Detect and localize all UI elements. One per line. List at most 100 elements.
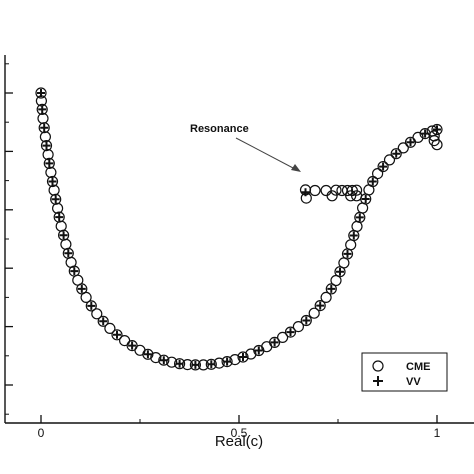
legend: CME VV (361, 352, 448, 392)
vv-point-20 (207, 360, 216, 369)
vv-point-9 (64, 249, 73, 258)
cme-point-33 (150, 352, 162, 364)
cme-point-5 (39, 131, 52, 143)
cme-point-71 (383, 154, 396, 166)
vv-point-5 (48, 177, 57, 186)
vv-point-11 (77, 284, 86, 293)
cme-point-35 (166, 356, 178, 368)
vv-point-6 (51, 195, 60, 204)
cme-point-13 (51, 202, 64, 214)
cme-point-25 (91, 308, 103, 320)
cme-point-4 (38, 122, 50, 134)
vv-point-8 (59, 231, 68, 240)
vv-point-38 (421, 129, 430, 138)
cme-point-34 (158, 354, 170, 366)
annotation-label: Resonance (190, 123, 249, 135)
cme-point-68 (367, 175, 379, 188)
vv-point-40 (301, 188, 310, 197)
annotation: Resonance (190, 123, 301, 172)
cme-point-42 (221, 356, 233, 368)
y-ticks (5, 63, 13, 415)
x-tick-label-0: 0 (38, 426, 45, 440)
legend-label-vv: VV (406, 376, 421, 388)
vv-point-35 (379, 162, 388, 171)
cme-point-50 (284, 326, 297, 338)
vv-point-25 (286, 328, 295, 337)
vv-point-28 (327, 284, 336, 293)
cme-point-43 (229, 354, 241, 366)
cme-point-23 (80, 291, 92, 303)
cme-point-48 (269, 336, 281, 348)
cme-point-78 (431, 123, 443, 136)
cme-point-2 (36, 103, 48, 116)
vv-point-33 (361, 195, 370, 203)
cme-point-75 (412, 131, 424, 143)
cme-point-11 (48, 184, 60, 196)
x-ticks: 0 0.5 1 (38, 415, 441, 440)
cme-point-52 (300, 314, 312, 327)
vv-point-37 (406, 138, 415, 147)
vv-point-13 (99, 317, 108, 326)
cme-point-44 (237, 351, 249, 363)
legend-label-cme: CME (406, 361, 430, 373)
cme-point-10 (46, 175, 59, 188)
cme-point-72 (390, 148, 402, 160)
cme-point-32 (142, 348, 154, 360)
cme-point-49 (277, 331, 289, 343)
cme-point-87 (351, 184, 363, 196)
vv-point-21 (223, 357, 232, 366)
vv-point-12 (87, 301, 96, 310)
cme-point-24 (85, 300, 97, 312)
vv-point-16 (143, 350, 152, 359)
vv-point-14 (113, 330, 121, 339)
x-tick-label-2: 1 (434, 426, 441, 440)
vv-point-27 (316, 301, 325, 310)
vv-point-15 (128, 341, 137, 350)
cme-point-90 (351, 190, 363, 202)
cme-point-51 (292, 321, 304, 333)
vv-point-31 (349, 231, 358, 240)
vv-point-26 (302, 316, 311, 325)
cme-point-56 (325, 283, 337, 295)
x-tick-label-1: 0.5 (231, 426, 248, 440)
vv-point-19 (191, 360, 200, 369)
legend-box (361, 352, 448, 392)
vv-point-2 (40, 123, 49, 132)
vv-point-3 (42, 141, 51, 150)
vv-point-36 (392, 149, 401, 158)
annotation-arrow-head (291, 164, 301, 172)
cme-point-61 (345, 239, 357, 251)
cme-point-89 (345, 190, 357, 202)
cme-point-81 (309, 184, 321, 197)
cme-point-17 (60, 238, 72, 250)
vv-point-10 (70, 267, 79, 276)
cme-point-38 (189, 359, 201, 371)
cme-point-8 (43, 157, 55, 169)
cme-point-70 (377, 161, 389, 173)
vv-point-7 (55, 213, 64, 222)
cme-point-40 (205, 358, 217, 370)
cme-point-88 (326, 190, 338, 202)
cme-point-29 (118, 335, 131, 347)
cme-point-7 (42, 149, 54, 161)
annotation-arrow-line (235, 137, 296, 170)
vv-point-4 (45, 159, 54, 168)
cme-point-82 (320, 184, 332, 197)
cme-point-26 (97, 315, 109, 327)
series-vv (37, 89, 441, 369)
cme-point-0 (35, 87, 47, 99)
vv-point-39 (433, 125, 441, 134)
cme-point-36 (174, 358, 186, 370)
vv-point-22 (239, 353, 247, 361)
vv-point-29 (336, 267, 344, 276)
cme-point-69 (372, 168, 384, 180)
vv-point-1 (38, 105, 47, 114)
vv-point-24 (270, 338, 279, 347)
cme-point-41 (213, 357, 225, 369)
vv-point-0 (37, 89, 45, 97)
vv-point-34 (368, 177, 377, 186)
vv-point-17 (159, 356, 168, 365)
vv-point-32 (355, 213, 364, 222)
cme-point-83 (330, 184, 342, 196)
